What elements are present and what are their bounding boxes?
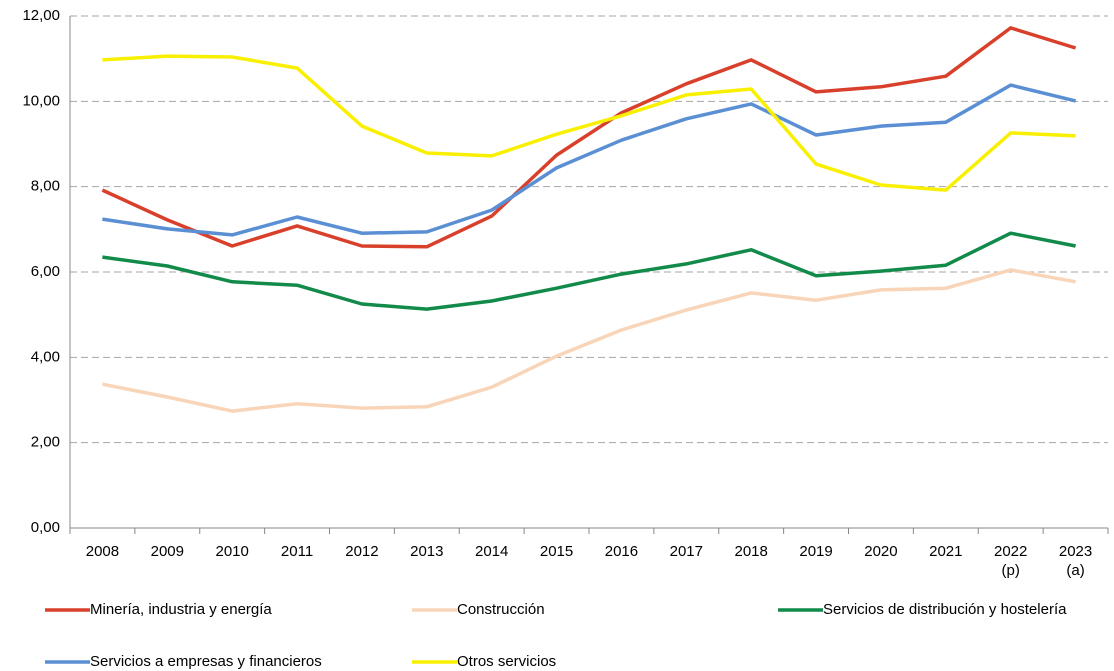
y-tick-label: 10,00 xyxy=(22,92,60,109)
x-tick-label: 2020 xyxy=(864,543,897,560)
legend-label: Servicios de distribución y hostelería xyxy=(823,601,1067,618)
legend-label: Otros servicios xyxy=(457,653,556,670)
legend-label: Servicios a empresas y financieros xyxy=(90,653,322,670)
series-line xyxy=(101,26,1077,249)
x-tick-label: 2018 xyxy=(735,543,768,560)
x-tick-label: 2012 xyxy=(345,543,378,560)
x-tick-label: 2022 (p) xyxy=(994,543,1027,579)
series-line xyxy=(102,54,1076,192)
series-line xyxy=(102,83,1077,237)
series-line xyxy=(102,231,1076,311)
x-tick-label: 2015 xyxy=(540,543,573,560)
x-tick-label: 2019 xyxy=(799,543,832,560)
x-tick-label: 2023 (a) xyxy=(1059,543,1092,579)
x-tick-label-line: 2022 xyxy=(994,543,1027,560)
x-tick-label: 2011 xyxy=(281,543,313,560)
x-tick-label: 2013 xyxy=(410,543,443,560)
x-tick-label: 2008 xyxy=(86,543,119,560)
series-line xyxy=(102,268,1076,413)
y-tick-label: 6,00 xyxy=(31,263,60,280)
x-tick-label: 2021 xyxy=(929,543,962,560)
legend-label: Minería, industria y energía xyxy=(90,601,272,618)
y-tick-label: 4,00 xyxy=(31,348,60,365)
x-tick-label-line: (p) xyxy=(1002,562,1020,579)
x-tick-label-line: (a) xyxy=(1066,562,1084,579)
x-tick-label: 2014 xyxy=(475,543,508,560)
x-tick-label: 2009 xyxy=(151,543,184,560)
x-tick-label: 2010 xyxy=(216,543,249,560)
y-tick-label: 8,00 xyxy=(31,178,60,195)
y-tick-label: 12,00 xyxy=(22,7,60,24)
y-tick-label: 0,00 xyxy=(31,519,60,536)
x-tick-label-line: 2023 xyxy=(1059,543,1092,560)
y-tick-label: 2,00 xyxy=(31,434,60,451)
legend-label: Construcción xyxy=(457,601,545,618)
x-tick-label: 2017 xyxy=(670,543,703,560)
x-tick-label: 2016 xyxy=(605,543,638,560)
